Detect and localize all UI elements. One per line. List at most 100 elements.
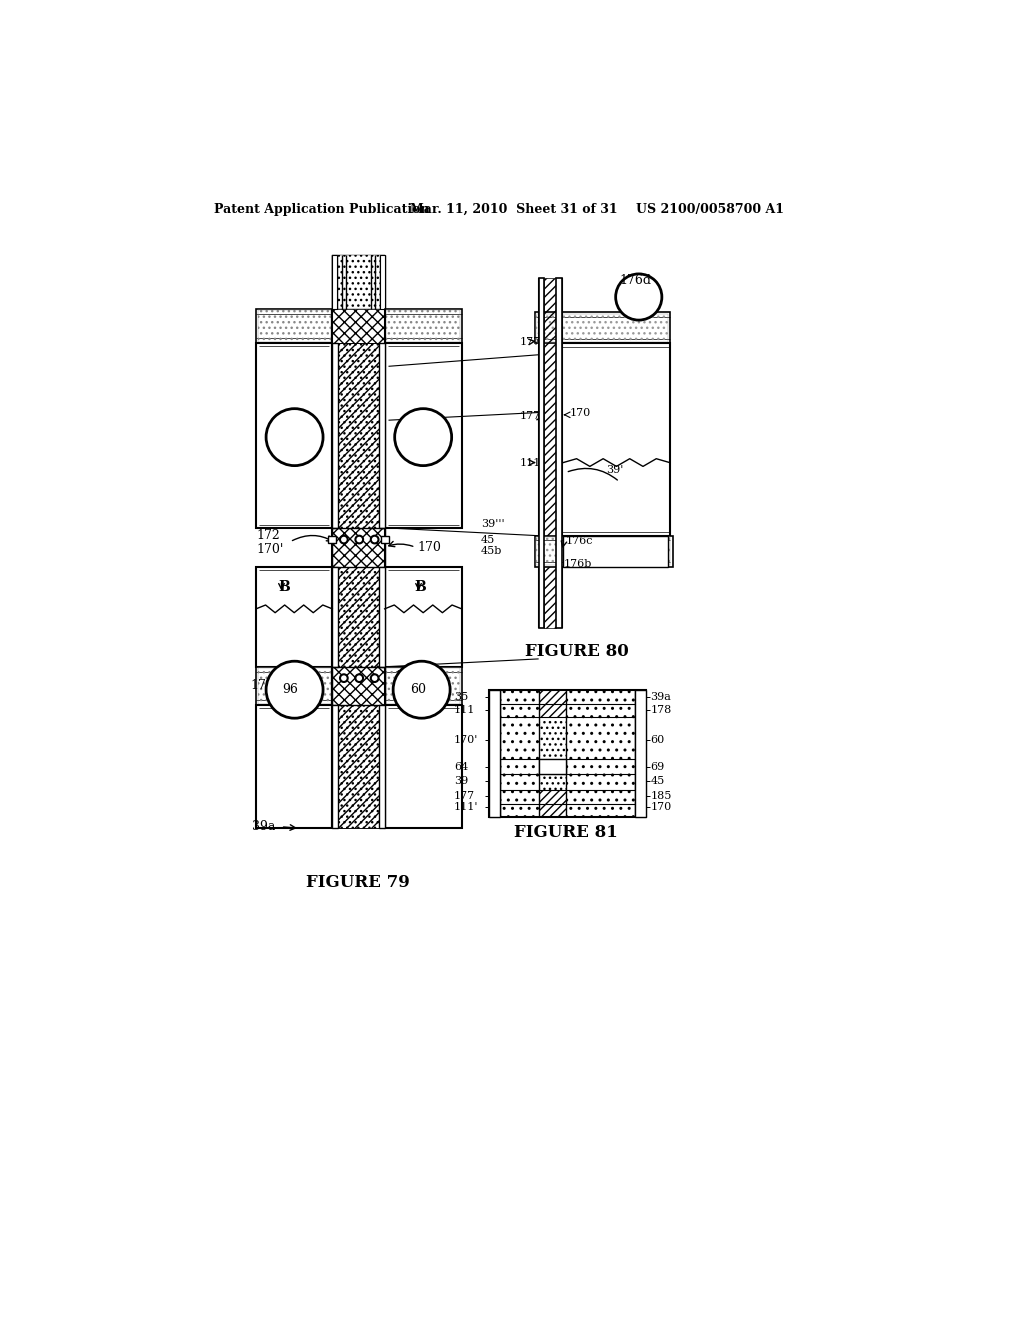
- Bar: [333, 667, 385, 705]
- Text: 177: 177: [519, 337, 541, 347]
- Bar: [333, 528, 385, 566]
- Bar: [333, 705, 339, 829]
- Bar: [333, 705, 385, 829]
- Text: 45b: 45b: [481, 546, 503, 556]
- Circle shape: [371, 536, 379, 544]
- Text: FIGURE 81: FIGURE 81: [514, 824, 617, 841]
- Bar: [256, 343, 333, 528]
- Bar: [563, 536, 668, 566]
- Bar: [256, 309, 333, 343]
- Bar: [379, 566, 385, 667]
- Text: 39a: 39a: [252, 820, 275, 833]
- Bar: [539, 775, 565, 789]
- Bar: [535, 313, 670, 343]
- Circle shape: [355, 536, 364, 544]
- Bar: [333, 255, 385, 309]
- Text: US 2100/0058700 A1: US 2100/0058700 A1: [637, 203, 784, 216]
- Text: FIGURE 79: FIGURE 79: [306, 874, 410, 891]
- Text: 60: 60: [410, 684, 426, 696]
- Text: 60: 60: [650, 735, 665, 744]
- Text: 179: 179: [394, 671, 419, 684]
- Bar: [385, 566, 462, 667]
- Text: 176b: 176b: [564, 560, 593, 569]
- Text: 177: 177: [454, 791, 475, 801]
- Text: 179: 179: [251, 680, 274, 693]
- Bar: [339, 705, 379, 829]
- Text: 170: 170: [650, 801, 672, 812]
- Text: FIGURE 80: FIGURE 80: [525, 643, 629, 660]
- Text: 170': 170': [256, 543, 284, 556]
- Text: 45: 45: [481, 535, 496, 545]
- Bar: [333, 255, 337, 309]
- Bar: [258, 310, 331, 342]
- Bar: [385, 667, 462, 705]
- Text: 170: 170: [417, 541, 441, 554]
- Bar: [385, 705, 462, 829]
- Bar: [379, 343, 385, 528]
- Bar: [537, 314, 668, 342]
- Text: 39''': 39''': [481, 519, 505, 529]
- Bar: [339, 343, 379, 528]
- Text: Patent Application Publication: Patent Application Publication: [214, 203, 429, 216]
- Bar: [539, 789, 565, 817]
- Bar: [562, 343, 670, 536]
- Bar: [539, 277, 544, 628]
- Bar: [329, 536, 336, 544]
- Bar: [333, 343, 385, 528]
- Text: 45: 45: [650, 776, 665, 785]
- Text: 172: 172: [256, 529, 280, 543]
- Text: 39''': 39''': [285, 664, 308, 675]
- Bar: [380, 255, 385, 309]
- Text: 96: 96: [282, 684, 298, 696]
- Text: 176c: 176c: [565, 536, 593, 546]
- Bar: [539, 689, 565, 717]
- Text: 35: 35: [454, 692, 468, 702]
- Bar: [256, 705, 333, 829]
- Bar: [385, 343, 462, 528]
- Bar: [333, 343, 339, 528]
- Text: 185: 185: [650, 791, 672, 801]
- Circle shape: [394, 409, 452, 466]
- Text: 178: 178: [650, 705, 672, 714]
- Bar: [539, 717, 565, 759]
- Bar: [544, 277, 556, 628]
- Bar: [385, 309, 462, 343]
- Bar: [381, 536, 388, 544]
- Text: B: B: [414, 581, 426, 594]
- Circle shape: [340, 675, 348, 682]
- Circle shape: [615, 275, 662, 321]
- Circle shape: [340, 536, 348, 544]
- Bar: [488, 689, 646, 817]
- Circle shape: [266, 409, 323, 466]
- Circle shape: [266, 661, 323, 718]
- Bar: [488, 689, 500, 817]
- Circle shape: [393, 661, 451, 718]
- Circle shape: [371, 675, 379, 682]
- Text: 111: 111: [519, 458, 541, 467]
- Text: 39: 39: [454, 776, 468, 785]
- Text: 176d: 176d: [620, 273, 651, 286]
- Bar: [386, 668, 460, 704]
- Bar: [256, 667, 333, 705]
- Bar: [333, 309, 385, 343]
- Text: 39': 39': [606, 465, 624, 475]
- Circle shape: [355, 675, 364, 682]
- Bar: [379, 705, 385, 829]
- Bar: [556, 277, 562, 628]
- Bar: [258, 668, 331, 704]
- Bar: [256, 566, 333, 667]
- Bar: [339, 566, 379, 667]
- Text: 111': 111': [454, 801, 478, 812]
- Text: 170': 170': [454, 735, 478, 744]
- Bar: [500, 689, 539, 817]
- Bar: [635, 689, 646, 817]
- Bar: [333, 566, 385, 667]
- Text: 170: 170: [569, 408, 591, 417]
- Bar: [333, 566, 339, 667]
- Text: B: B: [279, 581, 290, 594]
- Bar: [535, 536, 674, 566]
- Text: Mar. 11, 2010  Sheet 31 of 31: Mar. 11, 2010 Sheet 31 of 31: [410, 203, 617, 216]
- Bar: [537, 537, 670, 565]
- Text: 111: 111: [454, 705, 475, 714]
- Text: 69: 69: [650, 762, 665, 772]
